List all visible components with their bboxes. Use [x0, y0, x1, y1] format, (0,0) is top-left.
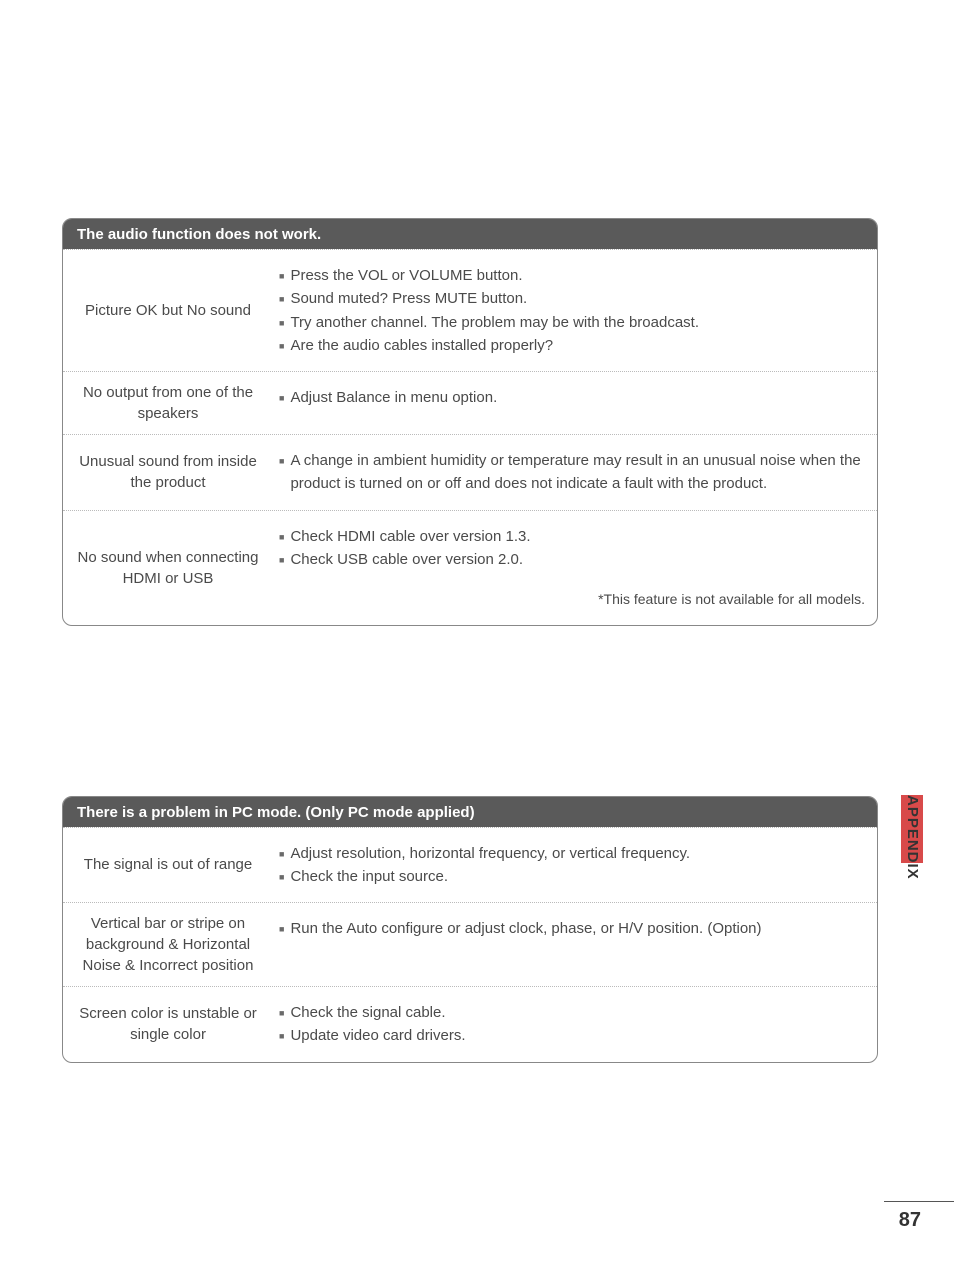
row-body: Adjust Balance in menu option. — [273, 372, 877, 434]
row-body: Press the VOL or VOLUME button. Sound mu… — [273, 250, 877, 371]
bullet-item: Adjust Balance in menu option. — [279, 386, 865, 409]
bullet-item: Check the signal cable. — [279, 1001, 865, 1024]
row-label: Screen color is unstable or single color — [63, 987, 273, 1062]
table-row: Unusual sound from inside the product A … — [63, 434, 877, 510]
bullet-item: Adjust resolution, horizontal frequency,… — [279, 842, 865, 865]
section-label: APPENDIX — [904, 795, 921, 880]
row-body: Run the Auto configure or adjust clock, … — [273, 903, 877, 986]
bullet-item: Check HDMI cable over version 1.3. — [279, 525, 865, 548]
table-row: Picture OK but No sound Press the VOL or… — [63, 249, 877, 371]
table-row: Vertical bar or stripe on background & H… — [63, 902, 877, 986]
table-row: Screen color is unstable or single color… — [63, 986, 877, 1062]
pc-mode-table: There is a problem in PC mode. (Only PC … — [62, 796, 878, 1063]
bullet-item: Check the input source. — [279, 865, 865, 888]
footer-rule — [884, 1201, 954, 1202]
bullet-item: Run the Auto configure or adjust clock, … — [279, 917, 865, 940]
table-row: The signal is out of range Adjust resolu… — [63, 827, 877, 903]
table-row: No output from one of the speakers Adjus… — [63, 371, 877, 434]
row-label: Picture OK but No sound — [63, 250, 273, 371]
row-label: The signal is out of range — [63, 828, 273, 903]
row-body: Check the signal cable. Update video car… — [273, 987, 877, 1062]
bullet-item: Check USB cable over version 2.0. — [279, 548, 865, 571]
table-row: No sound when connecting HDMI or USB Che… — [63, 510, 877, 625]
row-body: A change in ambient humidity or temperat… — [273, 435, 877, 510]
table-header: The audio function does not work. — [63, 219, 877, 249]
row-body: Adjust resolution, horizontal frequency,… — [273, 828, 877, 903]
row-label: No output from one of the speakers — [63, 372, 273, 434]
bullet-item: Sound muted? Press MUTE button. — [279, 287, 865, 310]
bullet-item: Press the VOL or VOLUME button. — [279, 264, 865, 287]
row-label: Unusual sound from inside the product — [63, 435, 273, 510]
bullet-item: A change in ambient humidity or temperat… — [279, 449, 865, 496]
bullet-item: Update video card drivers. — [279, 1024, 865, 1047]
audio-table: The audio function does not work. Pictur… — [62, 218, 878, 626]
bullet-item: Try another channel. The problem may be … — [279, 311, 865, 334]
table-header: There is a problem in PC mode. (Only PC … — [63, 797, 877, 827]
page-content: The audio function does not work. Pictur… — [62, 218, 878, 1063]
row-label: No sound when connecting HDMI or USB — [63, 511, 273, 625]
row-label: Vertical bar or stripe on background & H… — [63, 903, 273, 986]
row-note: *This feature is not available for all m… — [279, 589, 865, 611]
bullet-item: Are the audio cables installed properly? — [279, 334, 865, 357]
row-body: Check HDMI cable over version 1.3. Check… — [273, 511, 877, 625]
page-number: 87 — [899, 1209, 921, 1232]
